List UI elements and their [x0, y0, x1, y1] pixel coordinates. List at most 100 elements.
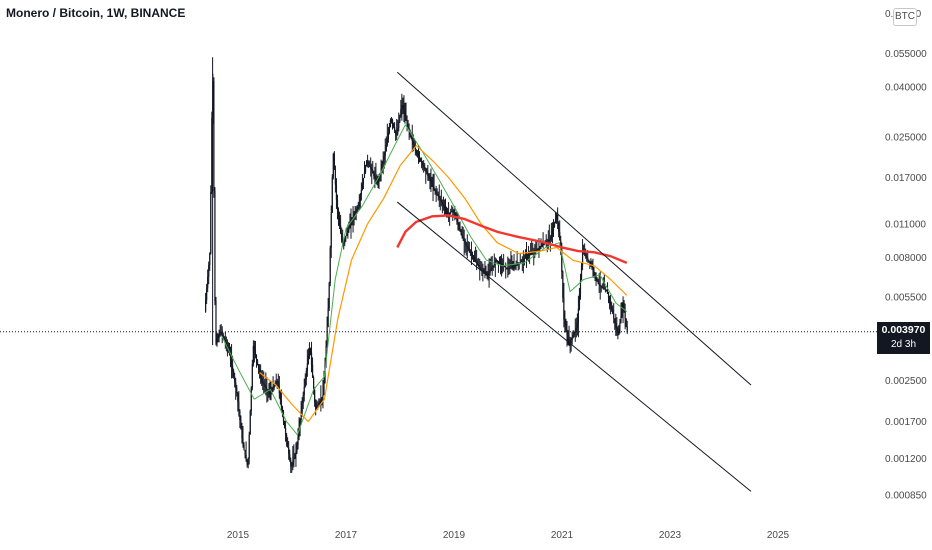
candle [306, 349, 308, 377]
candle [394, 122, 396, 134]
candle [294, 452, 296, 460]
candle [356, 204, 358, 214]
candle [429, 173, 431, 190]
candle [344, 237, 346, 247]
candle [520, 259, 522, 263]
candle [432, 174, 434, 202]
candle [581, 239, 584, 271]
candle [556, 212, 558, 224]
candle [439, 195, 441, 211]
candle [293, 444, 295, 468]
candle [362, 177, 365, 190]
candle [257, 363, 260, 374]
candle [509, 259, 511, 274]
candle [459, 221, 461, 232]
candle [540, 238, 542, 249]
candle [613, 303, 615, 324]
candle [278, 375, 280, 399]
candle [327, 298, 329, 328]
candle [477, 258, 479, 266]
candle [265, 372, 267, 396]
candle [382, 151, 384, 175]
candle [607, 291, 610, 304]
channel-line-lower[interactable] [396, 201, 752, 492]
candle [622, 296, 624, 324]
candle [351, 217, 353, 226]
candle [593, 266, 595, 278]
candle [434, 188, 436, 195]
candle [253, 340, 256, 363]
moving-averages [221, 124, 628, 436]
candle [541, 242, 543, 248]
candle [451, 205, 453, 213]
candle [526, 253, 529, 261]
candle [386, 123, 388, 147]
candle [214, 187, 216, 306]
candle [264, 378, 266, 394]
candle [315, 399, 317, 416]
candle [468, 241, 470, 253]
candle [569, 336, 571, 354]
candle [418, 151, 421, 163]
candle [457, 212, 459, 231]
y-tick-label: 0.011000 [885, 219, 926, 230]
candle [229, 346, 232, 368]
candle [440, 189, 442, 207]
candle [444, 198, 447, 215]
candle [430, 168, 432, 192]
candle [403, 95, 405, 123]
candle [433, 173, 435, 191]
candle [244, 449, 246, 459]
candle [307, 348, 310, 365]
candle [255, 354, 258, 368]
candle [234, 372, 236, 388]
candle [400, 99, 402, 118]
candle [600, 285, 602, 293]
candle [604, 286, 607, 293]
candle [621, 302, 623, 318]
candle [525, 241, 528, 268]
moving-average-orange [259, 145, 628, 423]
candle [211, 111, 213, 194]
candle [283, 420, 286, 429]
candle [207, 269, 209, 293]
candle [513, 254, 515, 272]
candle [284, 420, 287, 442]
candle [364, 164, 367, 174]
candle [510, 250, 512, 269]
y-axis: 0.080000.0550000.0400000.0250000.0170000… [885, 9, 927, 501]
candle [542, 232, 544, 249]
candle [304, 373, 306, 388]
candle [242, 426, 244, 448]
currency-badge[interactable]: BTC [893, 8, 917, 26]
candle [480, 260, 482, 271]
candle [460, 229, 462, 236]
candle [473, 250, 476, 263]
candle [488, 258, 490, 288]
candle [620, 302, 622, 324]
candle [336, 194, 339, 220]
candle [261, 370, 263, 386]
candle [395, 129, 397, 141]
candle [438, 184, 440, 207]
candle [308, 342, 311, 360]
candle [402, 97, 404, 115]
x-axis: 2015 2017 2019 2021 2023 2025 [227, 530, 790, 541]
candle [414, 140, 416, 156]
candle [288, 441, 290, 460]
candle [625, 318, 627, 328]
candle [512, 260, 514, 271]
candle [318, 398, 320, 406]
candle [472, 254, 475, 262]
channel-line-upper[interactable] [396, 71, 752, 386]
candle [574, 318, 576, 342]
candle [497, 260, 500, 273]
candle [321, 397, 323, 406]
candle [313, 375, 315, 395]
candle [399, 114, 401, 123]
candle [611, 301, 613, 312]
candle [254, 340, 257, 359]
candle [215, 296, 217, 346]
candle [239, 409, 241, 429]
